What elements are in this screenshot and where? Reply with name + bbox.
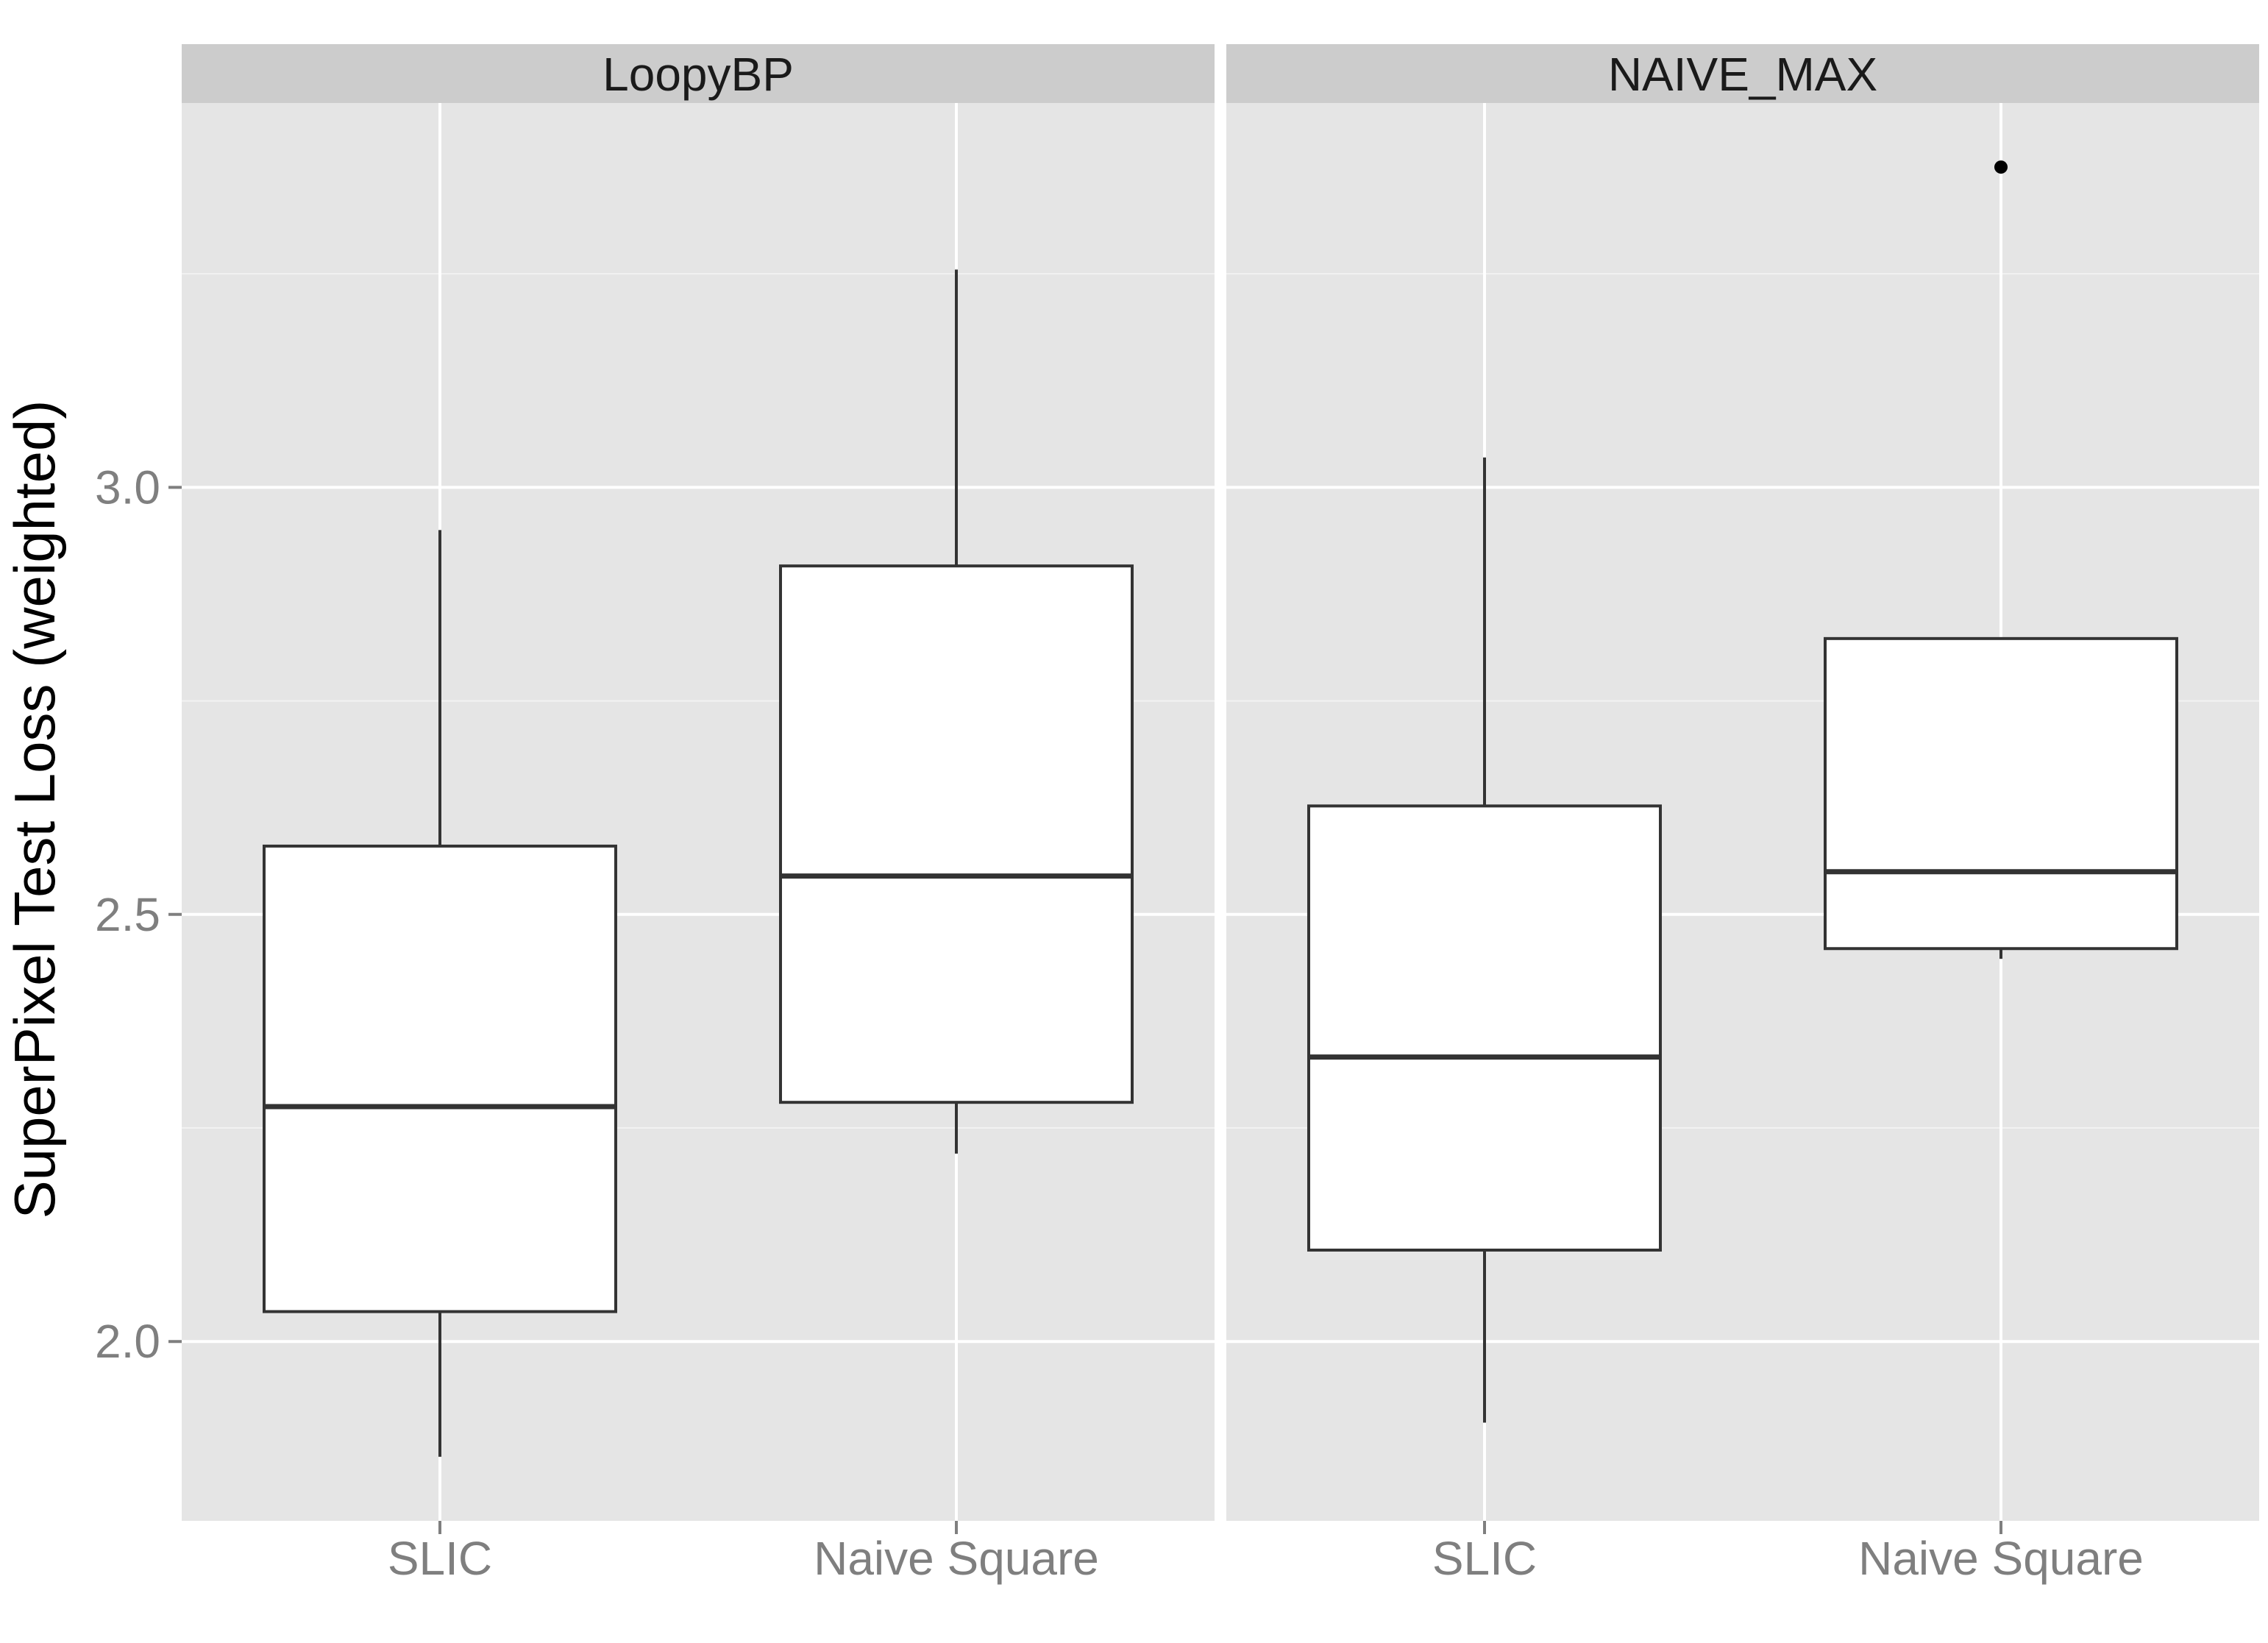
facet-strip xyxy=(182,44,1215,103)
facet-label: LoopyBP xyxy=(602,48,794,101)
box-body xyxy=(263,844,617,1313)
plot-area: 2.0 2.5 3.0 LoopyBP SLIC Naive Square NAIVE_MA… xyxy=(95,44,2259,1585)
x-tick-label: Naive Square xyxy=(1858,1532,2144,1585)
box-body xyxy=(1307,804,1662,1252)
box-NAIVE_MAX-SLIC xyxy=(1307,457,1662,1423)
box-body xyxy=(1824,636,2178,951)
x-tick-label: SLIC xyxy=(388,1532,492,1585)
y-tick-label: 3.0 xyxy=(95,461,160,514)
y-tick-label: 2.0 xyxy=(95,1315,160,1368)
box-LoopyBP-SLIC xyxy=(263,530,617,1457)
x-tick-label: SLIC xyxy=(1432,1532,1537,1585)
y-tick-label: 2.5 xyxy=(95,888,160,941)
box-NAIVE_MAX-Naive Square xyxy=(1824,160,2178,959)
outlier-point xyxy=(1994,160,2008,174)
facet-strip xyxy=(1226,44,2259,103)
box-LoopyBP-Naive Square xyxy=(779,269,1134,1154)
x-tick-label: Naive Square xyxy=(814,1532,1099,1585)
y-axis-title: SuperPixel Test Loss (weighted) xyxy=(2,400,67,1219)
box-body xyxy=(779,564,1134,1104)
facet-label: NAIVE_MAX xyxy=(1608,48,1877,101)
